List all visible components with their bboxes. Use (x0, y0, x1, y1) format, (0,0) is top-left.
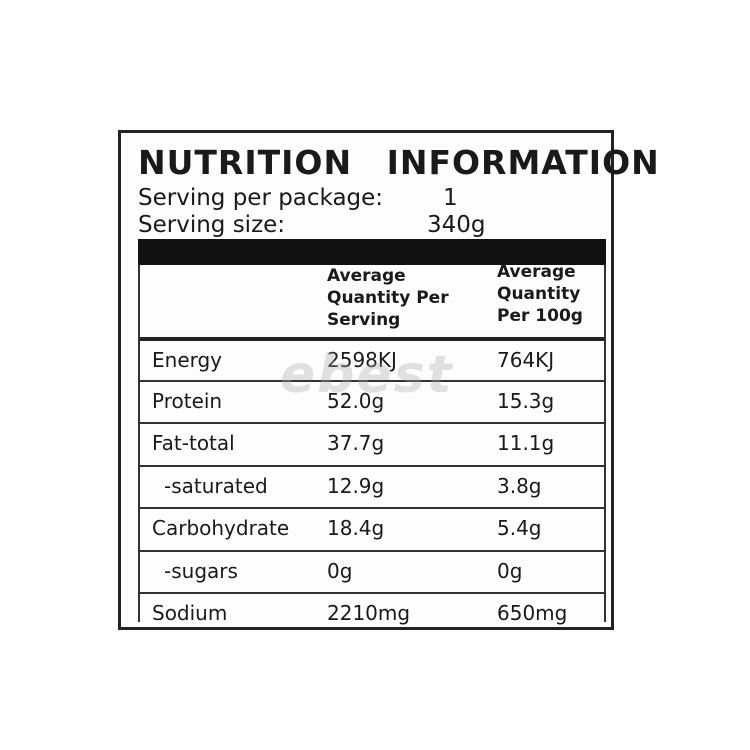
nutrient-name: Protein (152, 388, 223, 413)
table-row: Sodium 2210mg 650mg (140, 592, 604, 636)
watermark: ebest (280, 345, 454, 405)
table-row: Carbohydrate 18.4g 5.4g (140, 507, 604, 551)
nutrient-value: 2598KJ (327, 348, 397, 372)
serving-value: 340g (427, 212, 486, 238)
nutrient-value: 0g (327, 558, 353, 583)
nutrient-value: 2210mg (327, 601, 411, 625)
nutrient-value: 650mg (497, 601, 568, 625)
nutrient-name: Energy (152, 348, 223, 372)
column-header: Average Quantity Per Serving (327, 266, 449, 330)
nutrient-value: 0g (497, 558, 523, 583)
table-row: -saturated 12.9g 3.8g (140, 464, 604, 509)
serving-label: Serving per package: (138, 185, 384, 211)
nutrient-value: 5.4g (497, 516, 542, 540)
serving-value: 1 (443, 185, 458, 211)
nutrient-name: -sugars (164, 558, 238, 583)
column-header: Average Quantity Per 100g (497, 262, 583, 326)
nutrient-name: Fat-total (152, 431, 235, 455)
nutrient-name: Carbohydrate (152, 516, 290, 540)
table-row: Fat-total 37.7g 11.1g (140, 422, 604, 466)
nutrient-value: 3.8g (497, 473, 542, 498)
nutrient-name: -saturated (164, 473, 268, 498)
nutrient-value: 52.0g (327, 388, 385, 413)
nutrient-value: 764KJ (497, 348, 555, 372)
nutrient-name: Sodium (152, 601, 228, 625)
nutrition-table: Average Quantity Per Serving Average Quan… (138, 262, 606, 625)
title: NUTRITION INFORMATION (138, 143, 660, 182)
nutrient-value: 37.7g (327, 431, 385, 455)
nutrient-value: 15.3g (497, 388, 555, 413)
serving-label: Serving size: (138, 212, 286, 238)
nutrient-value: 18.4g (327, 516, 385, 540)
header-bar (138, 239, 606, 265)
table-row: Energy 2598KJ 764KJ (140, 337, 604, 383)
nutrition-label: NUTRITION INFORMATION Average Quantity P… (118, 130, 659, 630)
nutrient-value: 12.9g (327, 473, 385, 498)
table-row: Protein 52.0g 15.3g (140, 379, 604, 424)
table-row: -sugars 0g 0g (140, 549, 604, 594)
nutrient-value: 11.1g (497, 431, 555, 455)
